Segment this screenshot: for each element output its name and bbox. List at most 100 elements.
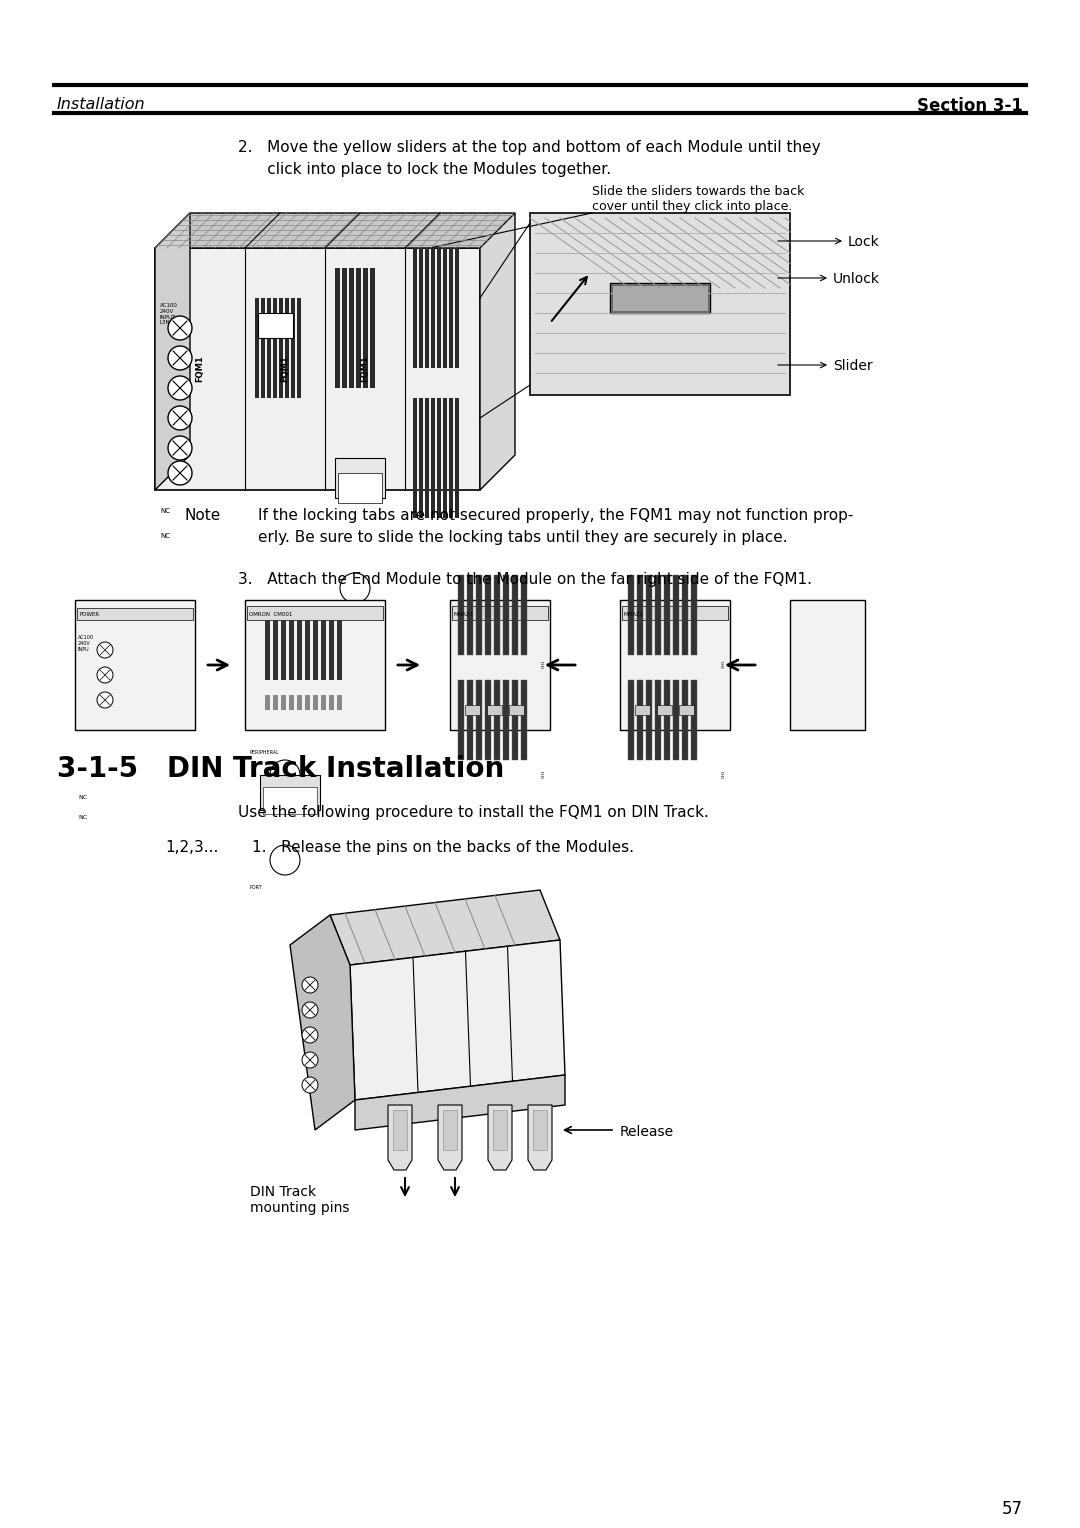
Bar xyxy=(245,601,384,730)
Bar xyxy=(681,575,688,656)
Bar xyxy=(260,775,320,810)
Bar xyxy=(297,620,302,680)
Bar xyxy=(305,620,310,680)
Circle shape xyxy=(302,1077,318,1093)
Text: click into place to lock the Modules together.: click into place to lock the Modules tog… xyxy=(238,162,611,177)
Text: Slider: Slider xyxy=(833,359,873,373)
Bar xyxy=(431,248,435,368)
Bar xyxy=(281,620,286,680)
Bar xyxy=(458,680,464,759)
Text: Lock: Lock xyxy=(848,235,880,249)
Circle shape xyxy=(168,345,192,370)
Bar xyxy=(75,601,195,730)
Bar xyxy=(476,575,482,656)
Polygon shape xyxy=(156,212,515,248)
Text: FQM1: FQM1 xyxy=(281,356,289,382)
Bar xyxy=(654,575,661,656)
Bar xyxy=(620,601,730,730)
Bar xyxy=(681,680,688,759)
Bar xyxy=(431,397,435,518)
Bar xyxy=(449,397,453,518)
Bar xyxy=(419,248,423,368)
Text: MMA21: MMA21 xyxy=(454,613,474,617)
Bar xyxy=(512,575,518,656)
Bar xyxy=(156,248,480,490)
Polygon shape xyxy=(156,212,190,490)
Text: OMRON  CM001: OMRON CM001 xyxy=(249,613,293,617)
Text: Installation: Installation xyxy=(57,96,146,112)
Bar xyxy=(646,680,652,759)
Polygon shape xyxy=(438,1105,462,1170)
Bar xyxy=(485,680,491,759)
Bar xyxy=(289,620,294,680)
Polygon shape xyxy=(355,1076,565,1131)
Polygon shape xyxy=(330,889,561,966)
Circle shape xyxy=(97,692,113,707)
Bar xyxy=(530,212,789,396)
Bar xyxy=(622,607,728,620)
Polygon shape xyxy=(480,212,515,490)
Circle shape xyxy=(97,642,113,659)
Bar xyxy=(465,704,480,715)
Bar xyxy=(285,298,289,397)
Bar xyxy=(413,397,417,518)
Text: 3.   Attach the End Module to the Module on the far right side of the FQM1.: 3. Attach the End Module to the Module o… xyxy=(238,571,812,587)
Bar xyxy=(321,695,326,711)
Bar xyxy=(627,680,634,759)
Text: 57: 57 xyxy=(1002,1500,1023,1517)
Bar xyxy=(273,620,278,680)
Bar xyxy=(443,397,447,518)
Bar xyxy=(419,397,423,518)
Text: 1,2,3...: 1,2,3... xyxy=(165,840,218,856)
Circle shape xyxy=(168,461,192,484)
Circle shape xyxy=(168,376,192,400)
Polygon shape xyxy=(492,1109,507,1151)
Text: 3-1-5   DIN Track Installation: 3-1-5 DIN Track Installation xyxy=(57,755,504,782)
Bar xyxy=(467,575,473,656)
Bar xyxy=(789,601,865,730)
Bar xyxy=(637,575,643,656)
Bar xyxy=(337,695,342,711)
Polygon shape xyxy=(350,940,565,1100)
Bar xyxy=(281,695,286,711)
Bar xyxy=(247,607,383,620)
Bar xyxy=(273,695,278,711)
Polygon shape xyxy=(488,1105,512,1170)
Bar xyxy=(313,695,318,711)
Circle shape xyxy=(168,316,192,341)
Bar xyxy=(338,474,382,503)
Text: DIN Track
mounting pins: DIN Track mounting pins xyxy=(249,1186,350,1215)
Text: Use the following procedure to install the FQM1 on DIN Track.: Use the following procedure to install t… xyxy=(238,805,708,821)
Bar xyxy=(337,620,342,680)
Text: PORT: PORT xyxy=(249,885,262,889)
Bar xyxy=(679,704,694,715)
Text: MMA21: MMA21 xyxy=(624,613,644,617)
Bar xyxy=(349,267,354,388)
Circle shape xyxy=(97,668,113,683)
Bar xyxy=(657,704,672,715)
Bar xyxy=(458,575,464,656)
Bar xyxy=(342,267,347,388)
Bar xyxy=(297,298,301,397)
Bar xyxy=(321,620,326,680)
Text: CH1: CH1 xyxy=(542,770,546,778)
Text: cover until they click into place.: cover until they click into place. xyxy=(592,200,793,212)
Bar xyxy=(265,620,270,680)
Circle shape xyxy=(270,845,300,876)
Bar xyxy=(612,286,708,312)
Bar xyxy=(265,695,270,711)
Bar xyxy=(329,695,334,711)
Polygon shape xyxy=(393,1109,407,1151)
Bar xyxy=(335,267,340,388)
Circle shape xyxy=(302,976,318,993)
Bar xyxy=(370,267,375,388)
Bar xyxy=(494,680,500,759)
Text: 2.   Move the yellow sliders at the top and bottom of each Module until they: 2. Move the yellow sliders at the top an… xyxy=(238,141,821,154)
Text: Unlock: Unlock xyxy=(833,272,880,286)
Bar xyxy=(664,575,670,656)
Bar xyxy=(521,575,527,656)
Bar xyxy=(77,608,193,620)
Bar xyxy=(264,787,318,814)
Text: CH1: CH1 xyxy=(542,660,546,668)
Bar xyxy=(521,680,527,759)
